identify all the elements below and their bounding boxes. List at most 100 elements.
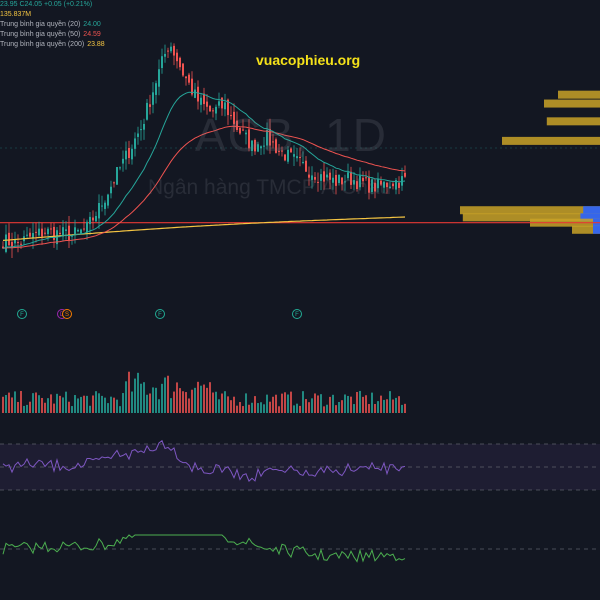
candle-body bbox=[368, 176, 370, 193]
ohlc-readout: 23.95 C24.05 +0.05 (+0.21%) bbox=[0, 0, 105, 10]
candle-body bbox=[224, 102, 226, 110]
candle-body bbox=[14, 239, 16, 244]
volume-bar bbox=[380, 395, 382, 413]
volume-bar bbox=[302, 391, 304, 413]
volume-bar bbox=[398, 396, 400, 413]
ma20-line bbox=[2, 91, 406, 249]
candle-body bbox=[377, 179, 379, 189]
ma50-line bbox=[2, 125, 406, 249]
volume-bar bbox=[152, 387, 154, 413]
volume-bar bbox=[173, 391, 175, 413]
candle-body bbox=[347, 172, 349, 179]
volume-bar bbox=[284, 392, 286, 413]
volume-bar bbox=[17, 401, 19, 413]
candle-body bbox=[380, 180, 382, 185]
volume-bar bbox=[83, 395, 85, 413]
volume-bar bbox=[326, 404, 328, 413]
candle-body bbox=[326, 174, 328, 178]
candle-body bbox=[5, 234, 7, 252]
volume-bar bbox=[167, 375, 169, 413]
candle-body bbox=[101, 205, 103, 207]
volume-bar bbox=[308, 402, 310, 413]
candle-body bbox=[254, 139, 256, 152]
volume-bar bbox=[221, 393, 223, 413]
candle-body bbox=[20, 243, 22, 245]
volume-bar bbox=[290, 391, 292, 413]
candle-body bbox=[89, 216, 91, 225]
volume-bar bbox=[44, 402, 46, 413]
volume-bar bbox=[200, 385, 202, 413]
volume-bar bbox=[305, 399, 307, 413]
volume-bar bbox=[179, 388, 181, 413]
volume-bar bbox=[299, 405, 301, 413]
site-watermark: vuacophieu.org bbox=[256, 52, 361, 68]
rsi-line bbox=[2, 439, 406, 482]
candle-body bbox=[8, 232, 10, 246]
ohlc-value: 23.95 C24.05 +0.05 (+0.21%) bbox=[0, 1, 93, 8]
ma200-label: Trung bình gia quyền (200) bbox=[0, 41, 85, 48]
candle-body bbox=[29, 232, 31, 237]
event-marker-f[interactable]: F bbox=[155, 309, 165, 319]
candle-body bbox=[386, 182, 388, 188]
volume-bar bbox=[155, 387, 157, 413]
volume-profile-bar-down bbox=[580, 213, 600, 222]
candle-body bbox=[269, 129, 271, 146]
ma200-value: 23.88 bbox=[87, 41, 105, 48]
candle-body bbox=[185, 76, 187, 79]
candle-body bbox=[335, 174, 337, 186]
candle-body bbox=[236, 120, 238, 130]
candle-body bbox=[161, 56, 163, 69]
event-marker-f[interactable]: F bbox=[292, 309, 302, 319]
volume-profile-bar-down bbox=[583, 206, 600, 215]
candle-body bbox=[209, 105, 211, 112]
volume-bar bbox=[257, 403, 259, 413]
volume-bar bbox=[101, 395, 103, 413]
volume-bar bbox=[329, 396, 331, 413]
volume-bar bbox=[248, 404, 250, 413]
candle-body bbox=[146, 102, 148, 120]
volume-bar bbox=[287, 394, 289, 413]
candle-body bbox=[59, 232, 61, 235]
candle-body bbox=[308, 174, 310, 178]
volume-bar bbox=[386, 399, 388, 413]
volume-profile-bar bbox=[572, 225, 600, 234]
volume-bar bbox=[80, 396, 82, 413]
volume-bar bbox=[65, 391, 67, 413]
volume-bar bbox=[98, 393, 100, 413]
candle-body bbox=[137, 133, 139, 137]
candle-body bbox=[257, 144, 259, 152]
candle-body bbox=[176, 52, 178, 62]
candle-body bbox=[389, 186, 391, 188]
candle-body bbox=[182, 63, 184, 76]
candle-body bbox=[281, 150, 283, 152]
volume-bar bbox=[350, 396, 352, 413]
volume-bar bbox=[272, 396, 274, 413]
ma50-legend[interactable]: Trung bình gia quyền (50) 24.59 bbox=[0, 30, 105, 40]
candle-body bbox=[140, 129, 142, 131]
candle-body bbox=[323, 171, 325, 182]
ma200-legend[interactable]: Trung bình gia quyền (200) 23.88 bbox=[0, 40, 105, 50]
event-marker-f[interactable]: F bbox=[17, 309, 27, 319]
candle-body bbox=[383, 181, 385, 188]
volume-bar bbox=[95, 391, 97, 413]
candle-body bbox=[86, 221, 88, 233]
volume-bar bbox=[11, 397, 13, 413]
volume-profile-bar bbox=[544, 99, 600, 108]
volume-readout: 135.837M bbox=[0, 10, 105, 20]
volume-bar bbox=[251, 402, 253, 413]
volume-bar bbox=[278, 406, 280, 413]
volume-bar bbox=[68, 401, 70, 413]
event-marker-s[interactable]: S bbox=[62, 309, 72, 319]
volume-bar bbox=[323, 406, 325, 413]
candle-body bbox=[239, 128, 241, 134]
volume-bar bbox=[107, 403, 109, 413]
ma20-legend[interactable]: Trung bình gia quyền (20) 24.00 bbox=[0, 20, 105, 30]
volume-profile-bar bbox=[558, 90, 600, 99]
volume-bar bbox=[41, 397, 43, 413]
candle-body bbox=[134, 138, 136, 149]
candle-body bbox=[398, 182, 400, 188]
candle-body bbox=[275, 139, 277, 153]
candle-body bbox=[125, 150, 127, 160]
